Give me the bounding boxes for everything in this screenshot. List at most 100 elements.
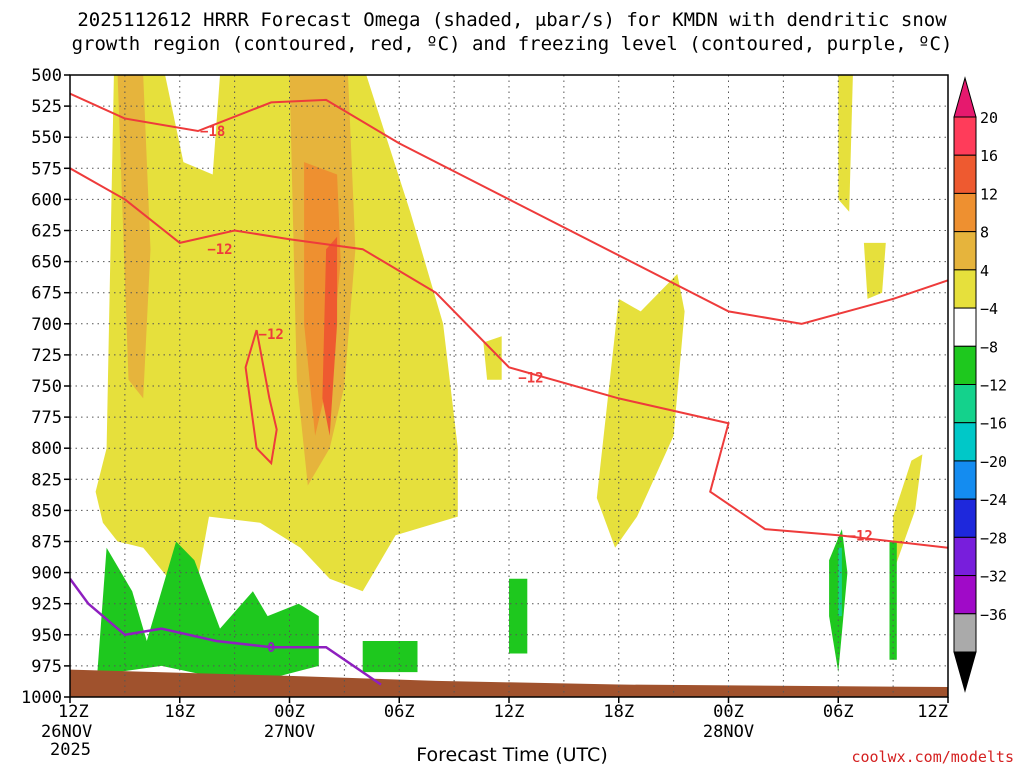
omega-region-6	[117, 75, 151, 399]
temp-contour-2	[244, 329, 278, 466]
colorbar-swatch	[953, 154, 977, 194]
omega-region-14	[889, 541, 897, 660]
credit-link[interactable]: coolwx.com/modelts	[851, 748, 1014, 766]
y-tick-label: 625	[31, 222, 62, 242]
y-tick-label: 900	[31, 564, 62, 584]
omega-region-12	[509, 578, 528, 654]
y-tick-label: 675	[31, 284, 62, 304]
x-tick-label: 12Z	[58, 702, 89, 722]
colorbar-swatch	[953, 422, 977, 462]
omega-region-5	[863, 242, 886, 299]
colorbar-swatch	[953, 498, 977, 538]
colorbar-swatch	[953, 345, 977, 385]
colorbar: 20 16 12 8 4 −4 −8 −12 −16 −20 −24 −28 −32 −36	[953, 76, 1007, 693]
colorbar-swatch	[953, 613, 977, 653]
temp-contour-label: −12	[848, 528, 873, 544]
omega-region-4	[838, 75, 853, 212]
y-tick-label: 875	[31, 533, 62, 553]
y-tick-label: 700	[31, 315, 62, 335]
y-tick-label: 500	[31, 66, 62, 86]
colorbar-bottom-triangle	[953, 651, 977, 693]
y-tick-label: 925	[31, 595, 62, 615]
y-tick-label: 575	[31, 159, 62, 179]
y-tick-label: 650	[31, 253, 62, 273]
y-tick-label: 525	[31, 97, 62, 117]
y-tick-label: 950	[31, 626, 62, 646]
colorbar-label: 12	[980, 185, 998, 203]
chart-title-line2: growth region (contoured, red, ºC) and f…	[71, 33, 953, 55]
chart-title-line1: 2025112612 HRRR Forecast Omega (shaded, …	[77, 9, 947, 31]
grid	[69, 74, 949, 698]
colorbar-label: −32	[980, 568, 1007, 586]
colorbar-label: −20	[980, 453, 1007, 471]
y-tick-label: 825	[31, 470, 62, 490]
colorbar-swatch	[953, 231, 977, 271]
colorbar-swatch	[953, 460, 977, 500]
temp-contour-label: −12	[207, 242, 232, 258]
contours: −18 −12 −12 −12 −12 0	[70, 92, 948, 686]
y-tick-label: 850	[31, 501, 62, 521]
x-tick-label: 06Z	[384, 702, 415, 722]
x-tick-label: 12Z	[494, 702, 525, 722]
colorbar-label: 20	[980, 109, 998, 127]
colorbar-label: 16	[980, 147, 998, 165]
omega-region-3	[893, 454, 923, 573]
colorbar-label: −36	[980, 606, 1007, 624]
x-axis-title: Forecast Time (UTC)	[416, 744, 608, 766]
colorbar-swatch	[953, 269, 977, 309]
y-tick-label: 750	[31, 377, 62, 397]
y-tick-label: 975	[31, 657, 62, 677]
temp-contour-label: −12	[518, 370, 543, 386]
terrain	[70, 669, 948, 697]
colorbar-swatch	[953, 116, 977, 156]
y-axis: 500 525 550 575 600 625 650 675 700 725 750 775 800 8…	[21, 66, 70, 708]
x-tick-label: 12Z	[917, 702, 948, 722]
colorbar-label: −4	[980, 300, 998, 318]
colorbar-swatch	[953, 536, 977, 577]
omega-region-11	[362, 641, 418, 673]
temp-contour-label: −12	[259, 327, 284, 343]
colorbar-label: 4	[980, 262, 989, 280]
colorbar-label: −28	[980, 529, 1007, 547]
colorbar-swatch	[953, 384, 977, 424]
colorbar-label: −8	[980, 338, 998, 356]
x-tick-date: 27NOV	[264, 722, 315, 742]
freezing-contour-label: 0	[267, 641, 275, 656]
y-tick-label: 775	[31, 408, 62, 428]
x-tick-label: 18Z	[603, 702, 634, 722]
temp-contour-1	[70, 167, 948, 549]
colorbar-label: −24	[980, 491, 1007, 509]
omega-region-10	[95, 541, 319, 679]
omega-region-2	[596, 274, 685, 548]
chart-title: 2025112612 HRRR Forecast Omega (shaded, …	[0, 8, 1024, 56]
freezing-contour	[70, 578, 382, 686]
y-tick-label: 800	[31, 439, 62, 459]
temp-contour-label: −18	[200, 124, 225, 140]
x-tick-label: 18Z	[164, 702, 195, 722]
colorbar-swatch	[953, 575, 977, 615]
colorbar-top-triangle	[953, 76, 977, 118]
colorbar-label: −12	[980, 377, 1007, 395]
omega-region-15	[838, 547, 842, 617]
terrain-fill	[70, 669, 948, 697]
omega-region-13	[829, 529, 848, 673]
colorbar-swatch	[953, 307, 977, 347]
omega-shading	[95, 75, 923, 679]
colorbar-label: −16	[980, 415, 1007, 433]
y-tick-label: 550	[31, 128, 62, 148]
x-tick-date: 26NOV	[41, 722, 92, 742]
temp-contour-0	[70, 92, 948, 325]
x-tick-label: 06Z	[823, 702, 854, 722]
y-tick-label: 1000	[21, 688, 62, 708]
y-tick-label: 725	[31, 346, 62, 366]
colorbar-label: 8	[980, 224, 989, 242]
colorbar-swatch	[953, 192, 977, 233]
y-tick-label: 600	[31, 190, 62, 210]
x-tick-label: 00Z	[713, 702, 744, 722]
x-tick-year: 2025	[50, 740, 91, 760]
x-tick-label: 00Z	[274, 702, 305, 722]
omega-region-9	[322, 236, 338, 436]
x-tick-date: 28NOV	[703, 722, 754, 742]
